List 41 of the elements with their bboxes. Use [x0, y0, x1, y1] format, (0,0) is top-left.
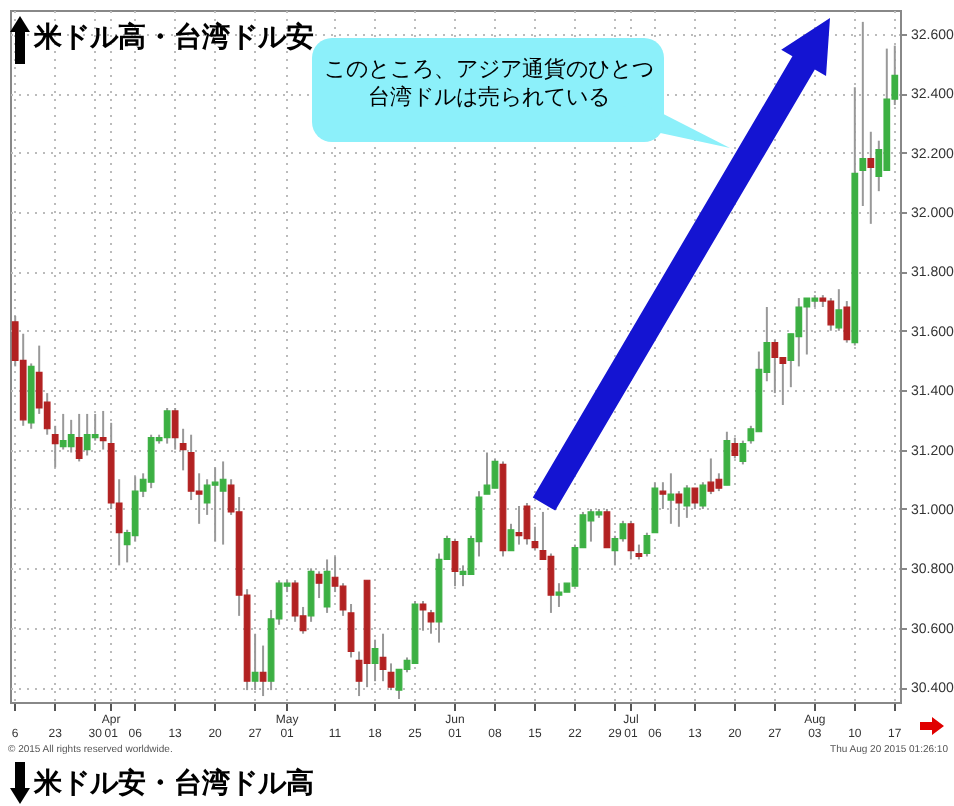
candlestick	[643, 531, 651, 558]
candlestick	[651, 481, 659, 534]
candlestick	[147, 433, 155, 490]
candlestick	[259, 644, 267, 698]
candlestick	[75, 412, 83, 463]
candlestick	[587, 507, 595, 543]
candlestick	[315, 570, 323, 600]
candlestick	[555, 582, 563, 608]
annotation: このところ、アジア通貨のひとつ台湾ドルは売られている	[324, 56, 654, 114]
candlestick	[219, 460, 227, 546]
candlestick	[483, 451, 491, 496]
candlestick	[795, 297, 803, 368]
candlestick	[379, 632, 387, 683]
candlestick	[723, 430, 731, 487]
candlestick	[731, 436, 739, 460]
candlestick	[67, 418, 75, 454]
candlestick	[91, 412, 99, 442]
text: 米ドル安・台湾ドル高	[34, 766, 314, 803]
candlestick	[667, 472, 675, 525]
candlestick	[603, 507, 611, 549]
candlestick	[83, 412, 91, 457]
candlestick	[323, 558, 331, 614]
candlestick	[251, 632, 259, 692]
candlestick	[867, 130, 875, 225]
candlestick	[419, 600, 427, 632]
candlestick	[827, 297, 835, 332]
candlestick	[307, 567, 315, 623]
candlestick	[699, 481, 707, 510]
candlestick	[211, 466, 219, 543]
candlestick	[835, 288, 843, 332]
candlestick	[427, 608, 435, 635]
candlestick	[59, 412, 67, 451]
candlestick	[771, 338, 779, 395]
candlestick	[739, 439, 747, 466]
candlestick	[131, 475, 139, 543]
candlestick	[627, 519, 635, 561]
candlestick	[163, 406, 171, 445]
candlestick	[683, 484, 691, 519]
candlestick	[691, 487, 699, 510]
candlestick	[659, 481, 667, 510]
annotation: 米ドル高・台湾ドル安	[34, 20, 314, 57]
